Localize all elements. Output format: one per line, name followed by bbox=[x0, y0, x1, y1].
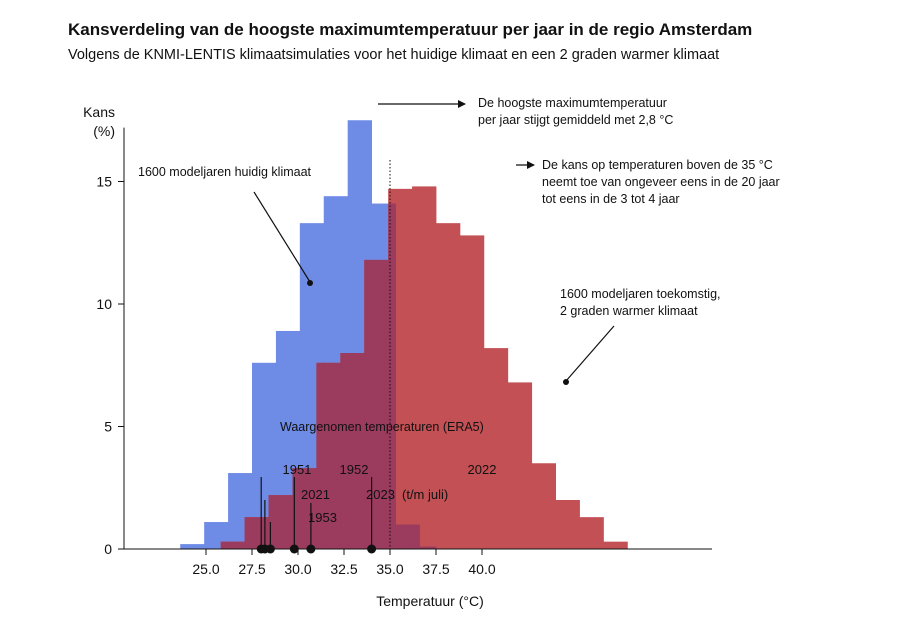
observed-year-label: 2022 bbox=[468, 462, 497, 477]
y-axis-label-line2: (%) bbox=[93, 123, 115, 139]
chart-subtitle: Volgens de KNMI-LENTIS klimaatsimulaties… bbox=[68, 47, 720, 63]
overlap-bar bbox=[220, 541, 229, 549]
y-tick-label: 15 bbox=[96, 174, 112, 190]
overlap-bar bbox=[292, 468, 301, 549]
y-tick-label: 0 bbox=[104, 541, 112, 557]
mean-shift-text-line1: De hoogste maximumtemperatuur bbox=[478, 96, 667, 110]
overlap-bar bbox=[340, 353, 349, 549]
observed-year-label: 1952 bbox=[340, 462, 369, 477]
observed-label: Waargenomen temperaturen (ERA5) bbox=[280, 420, 484, 434]
observed-markers: 1951 2021 1953 1952 2023 (t/m juli) 2022 bbox=[256, 462, 497, 554]
observed-year-suffix: (t/m juli) bbox=[402, 487, 448, 502]
y-axis-label-line1: Kans bbox=[83, 104, 115, 120]
current-series-pointer-dot bbox=[307, 280, 313, 286]
future-bar bbox=[603, 541, 628, 549]
overlap-bar bbox=[323, 362, 341, 549]
overlap-bar bbox=[371, 259, 389, 549]
y-tick-label: 10 bbox=[96, 296, 112, 312]
future-bar bbox=[531, 463, 556, 549]
mean-shift-text-line2: per jaar stijgt gemiddeld met 2,8 °C bbox=[478, 113, 673, 127]
overlap-bar bbox=[299, 468, 317, 549]
observed-year-label: 2021 bbox=[301, 487, 330, 502]
series-future-bars bbox=[220, 186, 628, 550]
observed-dot bbox=[265, 544, 275, 554]
overlap-bar bbox=[244, 517, 253, 549]
overlap-bar bbox=[347, 353, 365, 549]
chart-title: Kansverdeling van de hoogste maximumtemp… bbox=[68, 20, 753, 39]
overlap-bar bbox=[252, 517, 269, 549]
threshold-text-line3: tot eens in de 3 tot 4 jaar bbox=[542, 192, 680, 206]
future-bar bbox=[555, 500, 580, 549]
future-series-label-line2: 2 graden warmer klimaat bbox=[560, 304, 698, 318]
overlap-bar bbox=[275, 495, 293, 549]
observed-dot bbox=[306, 544, 316, 554]
x-tick-label: 32.5 bbox=[330, 561, 357, 577]
y-tick-label: 5 bbox=[104, 419, 112, 435]
x-tick-label: 37.5 bbox=[422, 561, 449, 577]
x-tick-label: 30.0 bbox=[284, 561, 311, 577]
future-series-pointer-dot bbox=[563, 379, 569, 385]
overlap-bar bbox=[228, 541, 246, 549]
overlap-bar bbox=[268, 495, 277, 549]
overlap-bar bbox=[412, 524, 420, 549]
future-bar bbox=[483, 348, 509, 549]
current-series-label: 1600 modeljaren huidig klimaat bbox=[138, 165, 312, 179]
overlap-bar bbox=[316, 362, 325, 549]
observed-year-label: 1953 bbox=[308, 510, 337, 525]
current-series-pointer bbox=[253, 191, 311, 283]
axes: 0 5 10 15 25.0 27.5 30.0 32.5 35.0 37.5 40.0 bbox=[96, 127, 712, 577]
threshold-text-line2: neemt toe van ongeveer eens in de 20 jaa… bbox=[542, 175, 780, 189]
observed-dot bbox=[289, 544, 299, 554]
overlap-bar bbox=[364, 259, 372, 549]
future-bar bbox=[412, 186, 437, 549]
x-axis-label: Temperatuur (°C) bbox=[376, 593, 484, 609]
future-bar bbox=[579, 517, 604, 549]
overlap-bar bbox=[395, 524, 413, 549]
future-series-pointer bbox=[565, 325, 615, 382]
threshold-text-line1: De kans op temperaturen boven de 35 °C bbox=[542, 158, 773, 172]
x-tick-label: 25.0 bbox=[192, 561, 219, 577]
overlap-bar bbox=[419, 546, 437, 549]
x-tick-label: 35.0 bbox=[376, 561, 403, 577]
observed-year-label: 1951 bbox=[283, 462, 312, 477]
x-tick-label: 27.5 bbox=[238, 561, 265, 577]
observed-dot bbox=[367, 544, 377, 554]
future-bar bbox=[459, 235, 485, 549]
future-bar bbox=[507, 382, 533, 549]
overlap-bar bbox=[388, 203, 396, 550]
future-series-label-line1: 1600 modeljaren toekomstig, bbox=[560, 287, 721, 301]
x-tick-label: 40.0 bbox=[468, 561, 495, 577]
observed-year-label: 2023 bbox=[366, 487, 395, 502]
future-bar bbox=[436, 223, 461, 549]
current-bar bbox=[180, 544, 205, 549]
